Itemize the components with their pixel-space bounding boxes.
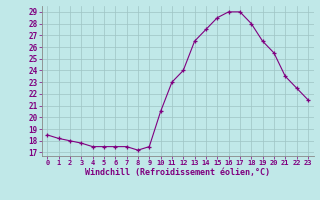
X-axis label: Windchill (Refroidissement éolien,°C): Windchill (Refroidissement éolien,°C) [85, 168, 270, 177]
